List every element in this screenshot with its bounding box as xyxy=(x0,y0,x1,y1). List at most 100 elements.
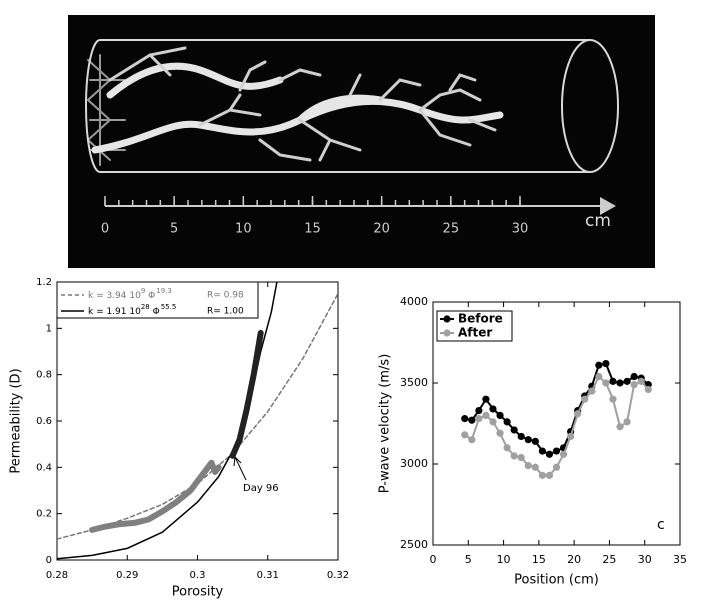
y-tick-label: 0.6 xyxy=(36,416,52,427)
legend-formula-part: 9 xyxy=(141,287,145,295)
plot-frame xyxy=(56,281,339,561)
data-point xyxy=(524,462,532,470)
x-tick-label: 0 xyxy=(430,553,437,566)
data-point xyxy=(644,385,652,394)
data-point xyxy=(623,418,631,426)
x-tick-label: 0.31 xyxy=(257,570,279,581)
x-tick-label: 25 xyxy=(602,553,616,566)
y-tick-label: 0 xyxy=(46,555,52,566)
x-tick-label: 0.29 xyxy=(116,570,138,581)
legend-formula-part: Φ xyxy=(145,291,155,301)
y-tick-label: 4000 xyxy=(400,295,428,308)
data-point xyxy=(503,444,511,452)
x-tick-label: 5 xyxy=(465,553,472,566)
legend-fit: R= 1.00 xyxy=(207,307,244,317)
data-point xyxy=(637,377,645,385)
legend-fit: R= 0.98 xyxy=(207,291,244,301)
y-axis-label: Permeability (D) xyxy=(9,368,24,473)
x-tick-label: 30 xyxy=(638,553,652,566)
scale-ruler: 0 5 10 15 20 25 30 xyxy=(101,196,616,237)
data-point xyxy=(482,411,490,419)
legend-formula-part: 19.3 xyxy=(156,287,172,295)
x-tick-label: 0.32 xyxy=(327,570,349,581)
ruler-label: 0 xyxy=(101,222,109,237)
y-tick-label: 1.2 xyxy=(36,277,52,288)
ruler-label: 10 xyxy=(235,222,252,237)
y-axis-label: P-wave velocity (m/s) xyxy=(378,354,393,494)
series-line xyxy=(89,459,222,533)
data-point xyxy=(595,361,603,369)
data-point xyxy=(567,432,575,441)
x-tick-label: 35 xyxy=(673,553,687,566)
data-point xyxy=(496,429,504,437)
x-axis-label: Position (cm) xyxy=(514,573,599,588)
series-line xyxy=(57,282,278,560)
legend-formula-part: k = 1.91 10 xyxy=(88,307,141,317)
data-point xyxy=(538,471,546,479)
y-tick-label: 3500 xyxy=(400,376,428,389)
data-point xyxy=(524,436,532,444)
legend-label: After xyxy=(458,326,492,340)
data-point xyxy=(609,395,617,403)
y-tick-label: 0.2 xyxy=(36,509,52,520)
data-point xyxy=(538,447,546,455)
y-tick-label: 0.4 xyxy=(36,462,52,473)
data-point xyxy=(630,381,638,389)
ruler-label: 20 xyxy=(373,222,390,237)
data-point xyxy=(468,436,476,444)
data-point xyxy=(489,405,497,413)
ruler-label: 30 xyxy=(512,222,529,237)
legend-box xyxy=(56,281,259,319)
x-tick-label: 0.3 xyxy=(190,570,206,581)
ruler-label: 5 xyxy=(170,222,178,237)
legend-marker xyxy=(443,315,451,323)
permeability-chart: 0.28 0.29 0.3 0.31 0.32 0 0.2 0.4 0.6 0.8 1 1.2 Poro… xyxy=(9,277,350,600)
series-line xyxy=(229,330,264,459)
cylinder xyxy=(85,39,619,173)
data-point xyxy=(602,379,610,387)
legend-marker xyxy=(443,329,451,337)
data-point xyxy=(489,418,497,426)
x-tick-label: 0.28 xyxy=(46,570,68,581)
data-point xyxy=(510,426,518,434)
plot-frame xyxy=(432,301,681,546)
data-point xyxy=(545,450,554,458)
data-point xyxy=(496,411,504,419)
y-tick-label: 0.8 xyxy=(36,370,52,381)
annotation: Day 96 xyxy=(243,483,279,494)
annotation-arrow xyxy=(233,456,247,481)
data-point xyxy=(468,416,476,424)
ruler-arrow xyxy=(600,197,616,215)
data-point xyxy=(630,372,638,381)
x-tick-label: 20 xyxy=(567,553,581,566)
legend-formula-part: 28 xyxy=(141,303,150,311)
data-point xyxy=(531,463,539,471)
y-tick-label: 3000 xyxy=(400,457,428,470)
data-point xyxy=(510,452,518,460)
data-point xyxy=(482,395,490,403)
data-point xyxy=(475,406,483,415)
data-point xyxy=(552,463,561,471)
data-point xyxy=(461,415,469,423)
data-point xyxy=(574,410,582,418)
wormhole-structure xyxy=(86,46,504,166)
ruler-label: 15 xyxy=(304,222,321,237)
y-tick-label: 1 xyxy=(46,323,52,334)
data-point xyxy=(531,437,539,445)
ruler-label: 25 xyxy=(443,222,460,237)
data-point xyxy=(581,395,589,403)
data-point xyxy=(616,423,624,431)
data-point xyxy=(616,379,624,387)
data-point xyxy=(517,453,525,462)
data-point xyxy=(475,415,483,423)
data-point xyxy=(545,471,554,479)
data-point xyxy=(559,450,568,458)
y-tick-label: 2500 xyxy=(400,538,428,551)
x-tick-label: 15 xyxy=(532,553,546,566)
x-tick-label: 10 xyxy=(497,553,511,566)
data-point xyxy=(503,418,511,426)
legend-formula-part: Φ xyxy=(150,307,160,317)
velocity-chart: 0 5 10 15 20 25 30 35 2500 3000 3500 4000 Position (… xyxy=(378,295,688,588)
